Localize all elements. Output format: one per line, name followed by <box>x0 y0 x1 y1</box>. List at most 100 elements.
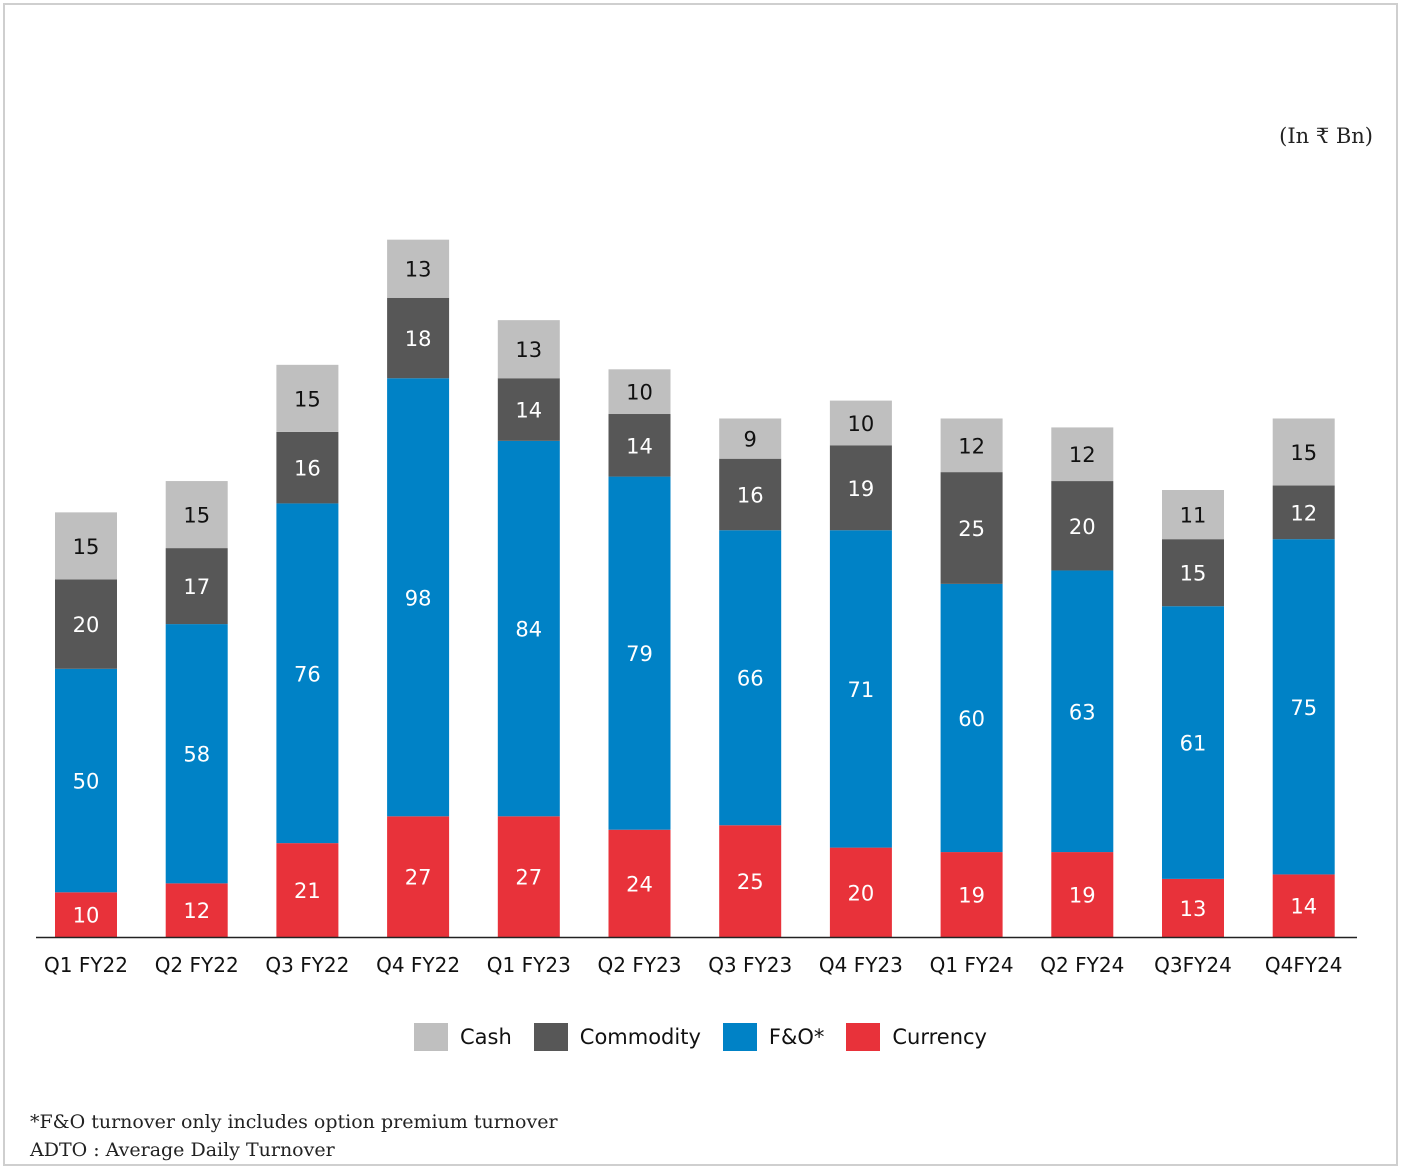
bar-commodity-3 <box>387 297 450 379</box>
chart-frame <box>3 3 1398 1166</box>
bar-cash-1 <box>165 481 228 549</box>
bar-fo-2 <box>276 503 339 844</box>
data-label: 63 <box>1069 700 1096 724</box>
legend-swatch <box>722 1023 757 1051</box>
legend-item: Cash <box>413 1023 514 1051</box>
bar-currency-7 <box>829 847 892 937</box>
data-label: 13 <box>515 338 542 362</box>
bar-currency-10 <box>1162 878 1224 937</box>
data-label: 20 <box>73 613 100 637</box>
x-tick-label: Q3FY24 <box>1154 953 1232 977</box>
bar-commodity-6 <box>719 458 782 531</box>
x-tick-label: Q1 FY22 <box>44 953 128 977</box>
data-label: 61 <box>1180 732 1207 756</box>
bar-commodity-2 <box>276 431 339 504</box>
bar-currency-9 <box>1051 852 1114 937</box>
data-label: 84 <box>515 618 542 642</box>
bar-commodity-10 <box>1162 539 1224 607</box>
data-label: 15 <box>1180 562 1207 586</box>
data-label: 24 <box>626 872 653 896</box>
data-label: 50 <box>73 770 100 794</box>
bar-fo-10 <box>1162 606 1224 879</box>
footnote-adto: ADTO : Average Daily Turnover <box>30 1139 335 1161</box>
bar-commodity-0 <box>55 579 117 669</box>
data-label: 14 <box>626 434 653 458</box>
bar-cash-9 <box>1051 427 1114 482</box>
bar-currency-5 <box>608 829 671 937</box>
bar-cash-6 <box>719 418 782 459</box>
data-label: 15 <box>73 535 100 559</box>
data-label: 16 <box>294 457 321 481</box>
data-label: 12 <box>958 434 985 458</box>
bar-cash-3 <box>387 239 450 298</box>
data-label: 15 <box>294 387 321 411</box>
data-label: 20 <box>848 881 875 905</box>
bar-currency-0 <box>55 892 117 937</box>
bar-currency-11 <box>1272 874 1335 937</box>
data-label: 15 <box>1290 441 1317 465</box>
bar-cash-2 <box>276 364 339 432</box>
data-label: 19 <box>848 477 875 501</box>
x-tick-label: Q2 FY23 <box>598 953 682 977</box>
bar-fo-0 <box>55 668 117 893</box>
bar-commodity-5 <box>608 414 671 477</box>
data-label: 12 <box>1290 501 1317 525</box>
bar-fo-5 <box>608 476 671 830</box>
data-label: 10 <box>626 381 653 405</box>
data-label: 98 <box>405 586 432 610</box>
legend-label: F&O* <box>768 1025 825 1049</box>
bar-cash-0 <box>55 512 117 580</box>
bar-fo-11 <box>1272 539 1335 875</box>
bar-cash-5 <box>608 369 671 415</box>
bar-fo-9 <box>1051 570 1114 853</box>
data-label: 14 <box>515 399 542 423</box>
data-label: 11 <box>1180 504 1207 528</box>
bar-cash-7 <box>829 400 892 446</box>
footnote-fno: *F&O turnover only includes option premi… <box>30 1111 558 1133</box>
bar-currency-2 <box>276 843 339 937</box>
legend-swatch <box>533 1023 568 1051</box>
bar-commodity-1 <box>165 548 228 625</box>
data-label: 13 <box>1180 897 1207 921</box>
data-label: 17 <box>183 575 210 599</box>
data-label: 27 <box>515 866 542 890</box>
bar-currency-1 <box>165 883 228 937</box>
legend-label: Currency <box>892 1025 987 1049</box>
data-label: 10 <box>848 412 875 436</box>
bar-fo-3 <box>387 378 450 817</box>
bar-commodity-8 <box>940 472 1003 584</box>
bar-commodity-7 <box>829 445 892 531</box>
bar-currency-6 <box>719 825 782 937</box>
data-label: 10 <box>73 904 100 928</box>
legend-item: F&O* <box>722 1023 826 1051</box>
data-label: 12 <box>1069 443 1096 467</box>
x-tick-label: Q4 FY23 <box>819 953 903 977</box>
unit-label: (In ₹ Bn) <box>1279 124 1373 148</box>
data-label: 79 <box>626 642 653 666</box>
bar-cash-4 <box>497 320 560 379</box>
data-label: 12 <box>183 899 210 923</box>
x-tick-label: Q1 FY23 <box>487 953 571 977</box>
bar-fo-1 <box>165 624 228 884</box>
bar-cash-11 <box>1272 418 1335 486</box>
data-label: 75 <box>1290 696 1317 720</box>
data-label: 19 <box>958 884 985 908</box>
bar-fo-4 <box>497 440 560 817</box>
legend-label: Cash <box>459 1025 512 1049</box>
bar-commodity-4 <box>497 378 560 441</box>
data-label: 14 <box>1290 895 1317 919</box>
footnotes: *F&O turnover only includes option premi… <box>30 1108 558 1164</box>
x-tick-label: Q2 FY24 <box>1040 953 1124 977</box>
bar-currency-3 <box>387 816 450 937</box>
bar-cash-10 <box>1162 490 1224 540</box>
bar-currency-8 <box>940 852 1003 937</box>
data-label: 66 <box>737 667 764 691</box>
legend-label: Commodity <box>579 1025 701 1049</box>
bar-fo-6 <box>719 530 782 826</box>
x-tick-label: Q3 FY22 <box>265 953 349 977</box>
legend-item: Commodity <box>533 1023 703 1051</box>
data-label: 25 <box>737 870 764 894</box>
data-label: 58 <box>183 743 210 767</box>
x-tick-label: Q4FY24 <box>1265 953 1343 977</box>
data-label: 15 <box>183 504 210 528</box>
